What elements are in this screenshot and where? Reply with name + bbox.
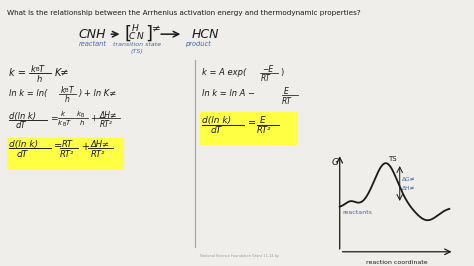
Text: RT²: RT² [257,126,271,135]
Text: k: k [61,86,65,95]
Text: +: + [91,114,97,123]
Text: ΔH≠: ΔH≠ [402,186,415,191]
Text: d(ln k): d(ln k) [9,140,38,148]
Text: B: B [62,122,65,127]
Text: RT: RT [261,74,271,83]
Text: ) + ln K≠: ) + ln K≠ [79,89,117,98]
Text: E: E [284,87,289,96]
Text: h: h [80,120,84,126]
Text: transition state: transition state [113,42,161,47]
Text: ≠: ≠ [152,23,161,33]
Text: ΔH≠: ΔH≠ [100,111,117,120]
Text: RT: RT [62,140,73,148]
Text: ΔH≠: ΔH≠ [91,140,109,148]
Text: h: h [64,95,69,104]
Text: −E: −E [262,65,273,74]
Text: =: = [50,114,57,123]
Text: k: k [61,111,64,117]
Text: T: T [65,120,70,126]
Text: RT²: RT² [60,150,74,159]
Text: H: H [132,24,139,33]
Text: k: k [57,120,62,126]
Text: CNH: CNH [79,28,106,41]
Text: dT: dT [210,126,221,135]
Text: RT: RT [282,97,292,106]
Text: B: B [35,67,39,72]
Text: =: = [248,118,256,128]
Text: reaction coordinate: reaction coordinate [366,260,428,265]
Text: ΔG≠: ΔG≠ [402,177,415,182]
Bar [200,112,298,146]
Bar [7,136,124,170]
Text: reactants: reactants [343,210,373,215]
Text: [: [ [124,24,131,42]
Text: N: N [137,32,144,41]
Text: k: k [76,111,81,117]
Text: (TS): (TS) [131,49,144,54]
Text: h: h [36,74,42,84]
Text: k =: k = [9,68,26,78]
Text: =: = [54,142,62,152]
Text: d(ln k): d(ln k) [9,112,36,121]
Text: ): ) [280,68,283,77]
Text: E: E [260,116,266,125]
Text: G: G [332,158,339,167]
Text: B: B [81,113,84,118]
Text: +: + [82,142,90,152]
Text: product: product [185,41,211,47]
Text: RT²: RT² [91,150,105,159]
Text: ln k = ln A −: ln k = ln A − [202,89,255,98]
Text: dT: dT [16,121,26,130]
Text: K≠: K≠ [55,68,69,78]
Text: RT²: RT² [100,120,112,129]
Text: ln k = ln(: ln k = ln( [9,89,47,98]
Text: k = A exp(: k = A exp( [202,68,246,77]
Text: ]: ] [145,24,152,42]
Text: HCN: HCN [192,28,219,41]
Text: dT: dT [17,150,28,159]
Text: T: T [38,65,44,74]
Text: TS: TS [388,156,396,162]
Text: d(ln k): d(ln k) [202,116,231,125]
Text: B: B [64,88,68,93]
Text: reactant: reactant [78,41,107,47]
Text: T: T [69,86,73,95]
Text: What is the relationship between the Arrhenius activation energy and thermodynam: What is the relationship between the Arr… [7,10,360,15]
Text: k: k [31,65,36,74]
Text: C: C [128,32,135,41]
Text: National Science Foundation Grant 11-14 by: National Science Foundation Grant 11-14 … [201,254,280,258]
